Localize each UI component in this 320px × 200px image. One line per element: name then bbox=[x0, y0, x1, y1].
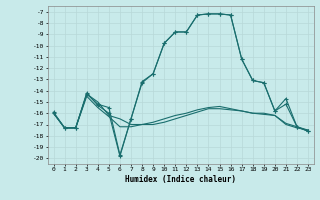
X-axis label: Humidex (Indice chaleur): Humidex (Indice chaleur) bbox=[125, 175, 236, 184]
